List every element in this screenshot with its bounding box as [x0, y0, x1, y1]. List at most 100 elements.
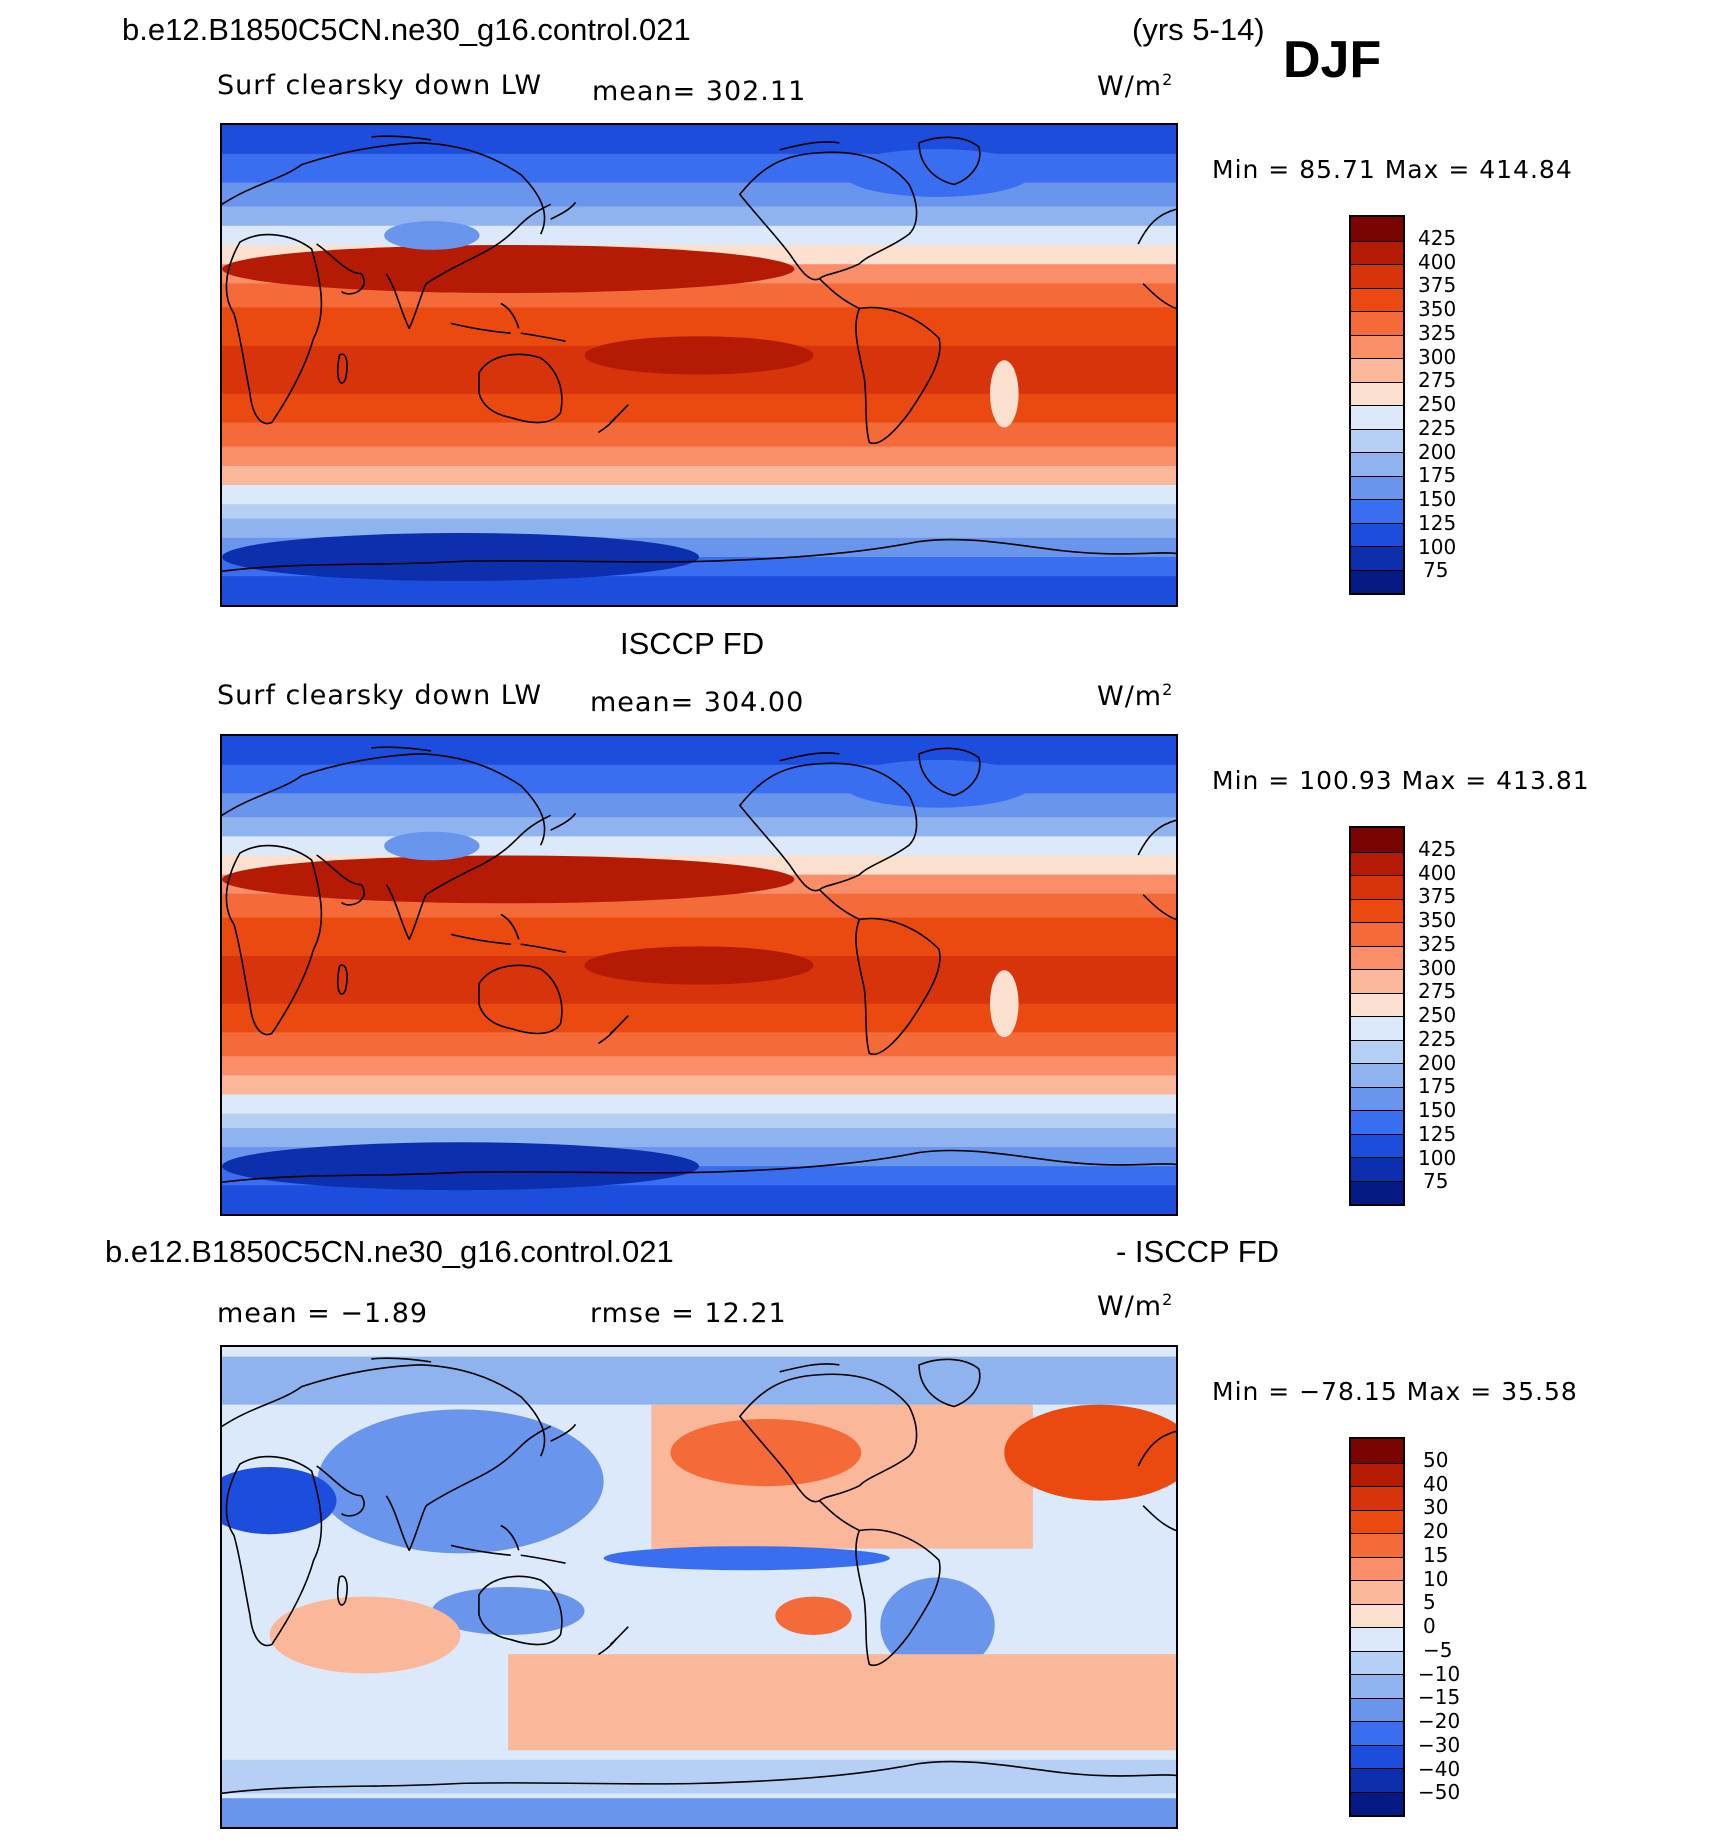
colorbar-swatch	[1351, 405, 1403, 429]
colorbar-tick-label: 200	[1418, 439, 1457, 464]
colorbar-swatch	[1351, 1721, 1403, 1745]
colorbar-swatch	[1351, 499, 1403, 523]
panel3-colorbar	[1349, 1437, 1405, 1817]
colorbar-swatch	[1351, 1039, 1403, 1063]
colorbar-swatch	[1351, 546, 1403, 570]
colorbar-swatch	[1351, 522, 1403, 546]
colorbar-swatch	[1351, 922, 1403, 946]
colorbar-tick-label: 15	[1423, 1542, 1449, 1567]
panel3-field	[222, 1347, 1176, 1827]
colorbar-tick-label: −10	[1418, 1661, 1461, 1686]
panel2-colorbar	[1349, 826, 1405, 1206]
colorbar-tick-label: 325	[1418, 931, 1457, 956]
colorbar-swatch	[1351, 240, 1403, 264]
panel2-map	[220, 734, 1178, 1216]
colorbar-swatch	[1351, 452, 1403, 476]
colorbar-swatch	[1351, 428, 1403, 452]
colorbar-swatch	[1351, 334, 1403, 358]
colorbar-tick-label: 375	[1418, 884, 1457, 909]
colorbar-swatch	[1351, 1674, 1403, 1698]
colorbar-tick-label: −30	[1418, 1732, 1461, 1757]
colorbar-swatch	[1351, 992, 1403, 1016]
colorbar-swatch	[1351, 875, 1403, 899]
colorbar-swatch	[1351, 475, 1403, 499]
colorbar-swatch	[1351, 1697, 1403, 1721]
years-range: (yrs 5-14)	[1132, 12, 1265, 47]
colorbar-tick-label: −50	[1418, 1780, 1461, 1805]
panel2-title: ISCCP FD	[620, 626, 765, 661]
colorbar-swatch	[1351, 969, 1403, 993]
colorbar-swatch	[1351, 311, 1403, 335]
colorbar-swatch	[1351, 1439, 1403, 1463]
colorbar-swatch	[1351, 1133, 1403, 1157]
colorbar-tick-label: −20	[1418, 1709, 1461, 1733]
colorbar-swatch	[1351, 1486, 1403, 1510]
colorbar-swatch	[1351, 1509, 1403, 1533]
colorbar-tick-label: 150	[1418, 1098, 1457, 1122]
colorbar-tick-label: 350	[1418, 297, 1457, 321]
panel2-minmax: Min = 100.93 Max = 413.81	[1212, 766, 1590, 795]
colorbar-swatch	[1351, 1157, 1403, 1181]
colorbar-swatch	[1351, 1791, 1403, 1815]
colorbar-swatch	[1351, 1603, 1403, 1627]
colorbar-tick-label: 20	[1423, 1519, 1449, 1543]
colorbar-swatch	[1351, 1627, 1403, 1651]
colorbar-swatch	[1351, 217, 1403, 241]
colorbar-tick-label: 100	[1418, 534, 1457, 559]
colorbar-tick-label: 10	[1423, 1566, 1449, 1591]
colorbar-tick-label: 300	[1418, 955, 1457, 980]
panel3-title-left: b.e12.B1850C5CN.ne30_g16.control.021	[105, 1234, 674, 1269]
colorbar-tick-label: 150	[1418, 487, 1457, 511]
panel1-variable: Surf clearsky down LW	[217, 70, 543, 101]
colorbar-tick-label: 250	[1418, 1003, 1457, 1027]
colorbar-tick-label: 30	[1423, 1495, 1449, 1520]
colorbar-swatch	[1351, 1533, 1403, 1557]
colorbar-tick-label: 425	[1418, 225, 1457, 250]
colorbar-tick-label: 5	[1423, 1590, 1436, 1615]
colorbar-tick-label: 225	[1418, 1026, 1457, 1051]
colorbar-tick-label: 400	[1418, 860, 1457, 885]
colorbar-tick-label: 125	[1418, 1121, 1457, 1146]
panel2-mean: mean= 304.00	[590, 687, 805, 718]
colorbar-swatch	[1351, 1462, 1403, 1486]
colorbar-swatch	[1351, 851, 1403, 875]
panel1-map	[220, 123, 1178, 607]
colorbar-tick-label: 50	[1423, 1447, 1449, 1472]
colorbar-tick-label: 350	[1418, 908, 1457, 932]
panel1-units: W/m2	[1097, 70, 1174, 102]
colorbar-tick-label: 0	[1423, 1614, 1436, 1638]
colorbar-tick-label: −40	[1418, 1756, 1461, 1781]
colorbar-tick-label: 400	[1418, 249, 1457, 274]
colorbar-swatch	[1351, 1110, 1403, 1134]
colorbar-swatch	[1351, 1580, 1403, 1604]
panel2-variable: Surf clearsky down LW	[217, 680, 543, 711]
colorbar-swatch	[1351, 945, 1403, 969]
colorbar-swatch	[1351, 1086, 1403, 1110]
panel3-title-right: - ISCCP FD	[1116, 1234, 1280, 1269]
colorbar-swatch	[1351, 287, 1403, 311]
colorbar-swatch	[1351, 1180, 1403, 1204]
colorbar-swatch	[1351, 828, 1403, 852]
panel1-colorbar	[1349, 215, 1405, 595]
colorbar-swatch	[1351, 1063, 1403, 1087]
colorbar-tick-label: −5	[1423, 1637, 1453, 1662]
colorbar-swatch	[1351, 381, 1403, 405]
colorbar-tick-label: 300	[1418, 344, 1457, 369]
colorbar-swatch	[1351, 1744, 1403, 1768]
panel2-field	[222, 736, 1176, 1214]
colorbar-tick-label: 40	[1423, 1471, 1449, 1496]
panel1-mean: mean= 302.11	[592, 76, 807, 107]
season-label: DJF	[1283, 31, 1382, 89]
panel3-units: W/m2	[1097, 1290, 1174, 1322]
colorbar-tick-label: 75	[1423, 558, 1449, 583]
panel1-minmax: Min = 85.71 Max = 414.84	[1212, 155, 1573, 184]
colorbar-swatch	[1351, 1016, 1403, 1040]
panel3-rmse: rmse = 12.21	[590, 1298, 787, 1329]
colorbar-tick-label: −15	[1418, 1685, 1461, 1710]
colorbar-swatch	[1351, 264, 1403, 288]
colorbar-tick-label: 75	[1423, 1169, 1449, 1194]
colorbar-tick-label: 100	[1418, 1145, 1457, 1170]
colorbar-tick-label: 125	[1418, 510, 1457, 535]
colorbar-tick-label: 175	[1418, 1074, 1457, 1099]
colorbar-tick-label: 200	[1418, 1050, 1457, 1075]
